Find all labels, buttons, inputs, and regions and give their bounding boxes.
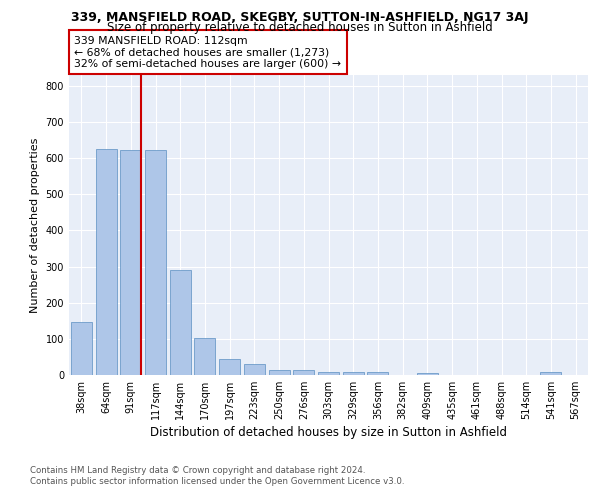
Bar bbox=[145, 150, 166, 375]
Text: Distribution of detached houses by size in Sutton in Ashfield: Distribution of detached houses by size … bbox=[151, 426, 508, 439]
Bar bbox=[170, 270, 191, 375]
Text: Contains HM Land Registry data © Crown copyright and database right 2024.
Contai: Contains HM Land Registry data © Crown c… bbox=[30, 466, 404, 485]
Bar bbox=[541, 372, 562, 375]
Bar bbox=[120, 150, 141, 375]
Bar bbox=[71, 322, 92, 375]
Bar bbox=[194, 338, 215, 375]
Text: 339 MANSFIELD ROAD: 112sqm
← 68% of detached houses are smaller (1,273)
32% of s: 339 MANSFIELD ROAD: 112sqm ← 68% of deta… bbox=[74, 36, 341, 69]
Bar bbox=[244, 364, 265, 375]
Bar bbox=[343, 372, 364, 375]
Bar bbox=[269, 370, 290, 375]
Bar bbox=[318, 372, 339, 375]
Y-axis label: Number of detached properties: Number of detached properties bbox=[30, 138, 40, 312]
Text: 339, MANSFIELD ROAD, SKEGBY, SUTTON-IN-ASHFIELD, NG17 3AJ: 339, MANSFIELD ROAD, SKEGBY, SUTTON-IN-A… bbox=[71, 11, 529, 24]
Bar bbox=[219, 359, 240, 375]
Bar bbox=[417, 373, 438, 375]
Text: Size of property relative to detached houses in Sutton in Ashfield: Size of property relative to detached ho… bbox=[107, 21, 493, 34]
Bar bbox=[367, 372, 388, 375]
Bar bbox=[95, 149, 116, 375]
Bar bbox=[293, 370, 314, 375]
